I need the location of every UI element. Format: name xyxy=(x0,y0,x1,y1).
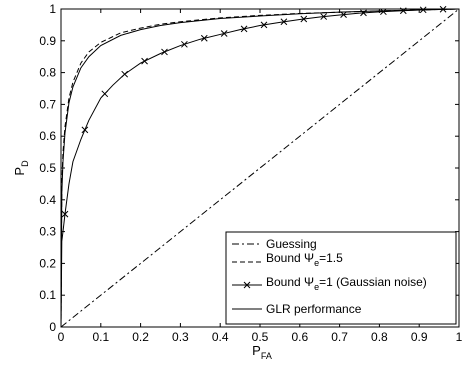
y-tick-label: 0.6 xyxy=(39,129,56,143)
legend-label-guessing: Guessing xyxy=(266,237,317,251)
x-tick-label: 0.9 xyxy=(411,330,428,344)
series-lines xyxy=(60,5,460,328)
legend-bound-15-main: Bound Ψ xyxy=(266,251,314,265)
x-axis-label-main: P xyxy=(252,343,261,358)
x-tick-label: 0.7 xyxy=(331,330,348,344)
series-marker xyxy=(240,25,248,33)
series-marker xyxy=(260,21,268,29)
series-marker xyxy=(200,34,208,42)
y-tick-label: 0.8 xyxy=(39,66,56,80)
series-line-3 xyxy=(60,8,460,328)
legend-bound-15-sub: e xyxy=(314,258,319,268)
y-tick-label: 0.4 xyxy=(39,193,56,207)
series-marker xyxy=(340,11,347,19)
series-marker xyxy=(300,15,308,23)
y-tick-label: 0.5 xyxy=(39,161,56,175)
legend-label-bound-15: Bound Ψe=1.5 xyxy=(266,251,343,268)
y-tick-label: 0.9 xyxy=(39,34,56,48)
legend-bound-1-sub: e xyxy=(314,282,319,292)
legend-marker-bound-1 xyxy=(243,281,251,289)
series-marker xyxy=(380,8,387,16)
series-marker xyxy=(320,13,328,20)
y-tick-label: 0.2 xyxy=(39,256,56,270)
x-axis-label-sub: FA xyxy=(261,351,272,361)
legend-bound-1-rest: =1 (Gaussian noise) xyxy=(319,275,427,289)
series-marker xyxy=(181,40,188,48)
legend-bound-15-rest: =1.5 xyxy=(319,251,343,265)
x-tick-label: 0 xyxy=(58,330,65,344)
x-tick-label: 0.6 xyxy=(291,330,308,344)
x-tick-label: 0.2 xyxy=(132,330,149,344)
axis-ticks: 0 0.1 0.2 0.3 0.4 0.5 0.6 0.7 0.8 0.9 1 0 0.1 0.2 0.3 0… xyxy=(39,2,462,344)
series-line-2 xyxy=(60,8,460,328)
legend-label-glr: GLR performance xyxy=(266,302,362,316)
x-tick-label: 0.4 xyxy=(212,330,229,344)
series-marker xyxy=(81,126,89,134)
series-marker xyxy=(141,57,148,65)
series-marker xyxy=(280,18,288,26)
y-tick-label: 0 xyxy=(49,320,56,334)
x-axis-label: PFA xyxy=(252,343,272,361)
x-tick-label: 1 xyxy=(456,330,463,344)
series-marker xyxy=(61,210,69,218)
x-tick-label: 0.3 xyxy=(172,330,189,344)
y-tick-label: 0.7 xyxy=(39,97,56,111)
y-axis-label-sub: D xyxy=(20,160,30,167)
y-tick-label: 0.3 xyxy=(39,225,56,239)
series-marker xyxy=(161,48,168,56)
series-line-0 xyxy=(60,8,460,328)
legend: Guessing Bound Ψe=1.5 Bound Ψe=1 (Gaussi… xyxy=(225,231,457,325)
y-axis-label-main: P xyxy=(12,167,27,176)
x-tick-label: 0.5 xyxy=(252,330,269,344)
x-tick-label: 0.8 xyxy=(371,330,388,344)
y-axis-label: PD xyxy=(12,160,30,176)
y-tick-label: 0.1 xyxy=(39,288,56,302)
y-tick-label: 1 xyxy=(49,2,56,16)
series-marker xyxy=(220,30,228,37)
series-marker xyxy=(121,70,129,78)
legend-bound-1-main: Bound Ψ xyxy=(266,275,314,289)
x-tick-label: 0.1 xyxy=(92,330,109,344)
legend-box xyxy=(225,231,457,325)
legend-label-bound-1: Bound Ψe=1 (Gaussian noise) xyxy=(266,275,427,292)
series-marker xyxy=(101,90,109,98)
